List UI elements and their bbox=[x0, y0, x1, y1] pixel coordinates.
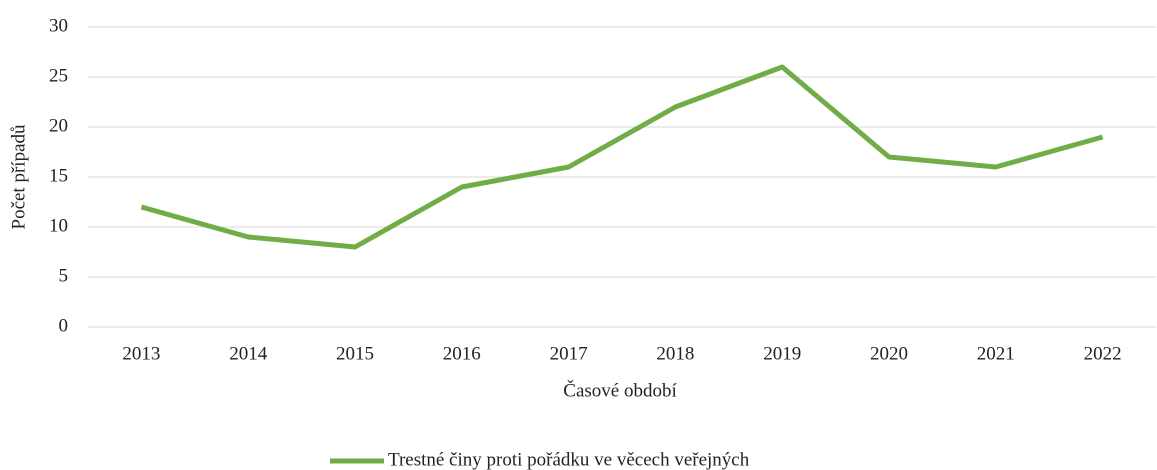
x-axis-title: Časové období bbox=[563, 379, 677, 401]
y-tick-label: 20 bbox=[49, 115, 68, 136]
y-axis-title: Počet případů bbox=[8, 124, 29, 230]
x-tick-label: 2014 bbox=[229, 343, 268, 364]
x-tick-label: 2018 bbox=[656, 343, 694, 364]
x-tick-label: 2022 bbox=[1084, 343, 1122, 364]
x-tick-label: 2013 bbox=[122, 343, 160, 364]
x-tick-label: 2017 bbox=[550, 343, 588, 364]
legend-label: Trestné činy proti pořádku ve věcech veř… bbox=[388, 449, 750, 470]
y-tick-label: 30 bbox=[49, 15, 68, 36]
x-tick-label: 2021 bbox=[977, 343, 1015, 364]
x-tick-label: 2020 bbox=[870, 343, 908, 364]
y-tick-label: 0 bbox=[59, 315, 69, 336]
y-tick-label: 10 bbox=[49, 215, 68, 236]
x-tick-label: 2016 bbox=[443, 343, 481, 364]
x-tick-label: 2019 bbox=[763, 343, 801, 364]
y-tick-label: 25 bbox=[49, 65, 68, 86]
data-line bbox=[140, 64, 1104, 250]
y-tick-label: 15 bbox=[49, 165, 68, 186]
y-tick-label: 5 bbox=[59, 265, 69, 286]
x-tick-label: 2015 bbox=[336, 343, 374, 364]
